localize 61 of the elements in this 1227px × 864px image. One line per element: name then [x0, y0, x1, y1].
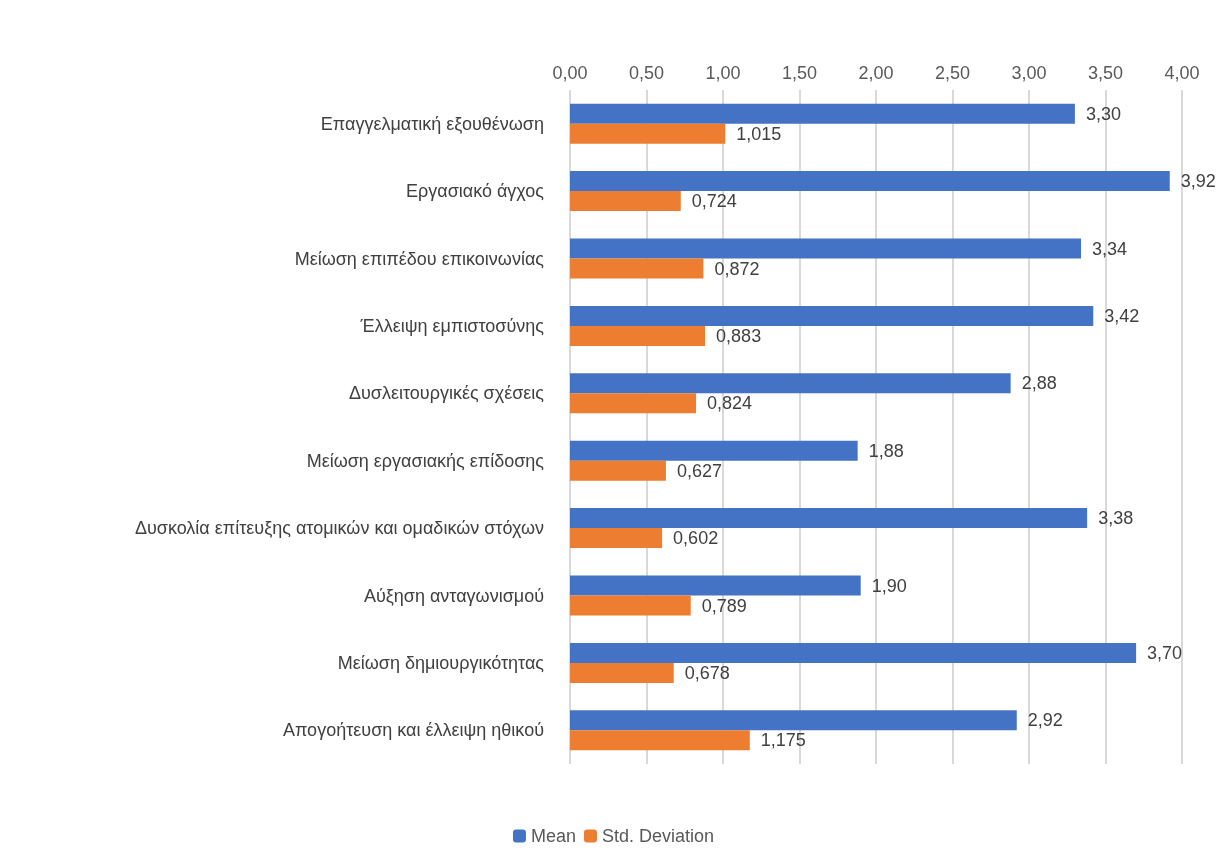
x-tick-label: 3,50 [1087, 63, 1124, 83]
data-label: 0,627 [676, 460, 722, 481]
y-tick-label: Εργασιακό άγχος [405, 181, 545, 202]
bar [570, 460, 666, 481]
bar [570, 305, 1094, 326]
data-label: 2,88 [1021, 373, 1057, 394]
bar [570, 123, 726, 144]
data-label: 3,42 [1104, 305, 1140, 326]
data-label: 3,92 [1180, 171, 1216, 192]
data-label: 0,789 [701, 595, 747, 616]
bar [570, 191, 681, 212]
y-tick-label: Μείωση επιπέδου επικοινωνίας [294, 248, 545, 269]
bar [570, 440, 858, 461]
data-label: 1,175 [760, 730, 806, 751]
data-label: 1,90 [871, 575, 907, 596]
data-label: 3,70 [1147, 642, 1183, 663]
bar [570, 103, 1075, 124]
data-label: 3,38 [1098, 508, 1134, 529]
y-tick-label: Απογοήτευση και έλλειψη ηθικού [282, 720, 544, 741]
data-label: 0,678 [684, 662, 730, 683]
y-tick-label: Δυσκολία επίτευξης ατομικών και ομαδικών στόχων [134, 518, 544, 539]
x-tick-label: 0,50 [628, 63, 665, 83]
bar [570, 508, 1088, 529]
bar [570, 393, 697, 414]
bar [570, 528, 663, 549]
bar [570, 595, 691, 616]
x-tick-label: 2,50 [934, 63, 971, 83]
bar [570, 373, 1011, 394]
y-tick-label: Μείωση δημιουργικότητας [337, 652, 545, 673]
bar [570, 171, 1170, 192]
x-tick-label: 1,50 [781, 63, 818, 83]
x-tick-label: 3,00 [1011, 63, 1047, 83]
data-label: 0,824 [707, 393, 753, 414]
x-tick-label: 4,00 [1164, 63, 1200, 83]
bar [570, 642, 1137, 663]
data-label: 0,872 [714, 258, 760, 279]
data-label: 1,015 [736, 123, 782, 144]
y-tick-label: Μείωση εργασιακής επίδοσης [306, 450, 545, 471]
x-tick-label: 0,00 [552, 63, 588, 83]
x-tick-label: 1,00 [705, 63, 741, 83]
y-tick-label: Δυσλειτουργικές σχέσεις [348, 383, 545, 404]
y-tick-label: Αύξηση ανταγωνισμού [363, 585, 544, 606]
bar [570, 662, 674, 683]
y-tick-label: Έλλειψη εμπιστοσύνης [359, 315, 545, 336]
y-tick-label: Επαγγελματική εξουθένωση [320, 113, 544, 134]
data-label: 0,724 [691, 191, 737, 212]
x-tick-label: 2,00 [858, 63, 894, 83]
bar [570, 730, 750, 751]
bar [570, 258, 704, 279]
data-label: 3,30 [1085, 103, 1121, 124]
data-label: 1,88 [868, 440, 904, 461]
bar [570, 238, 1082, 259]
data-label: 2,92 [1027, 710, 1063, 731]
data-label: 0,602 [673, 528, 719, 549]
bar [570, 710, 1017, 731]
legend-label: Std. Deviation [601, 826, 715, 846]
legend-label: Mean [530, 826, 576, 846]
bar [570, 325, 706, 346]
bar [570, 575, 861, 596]
data-label: 0,883 [716, 325, 762, 346]
data-label: 3,34 [1092, 238, 1128, 259]
